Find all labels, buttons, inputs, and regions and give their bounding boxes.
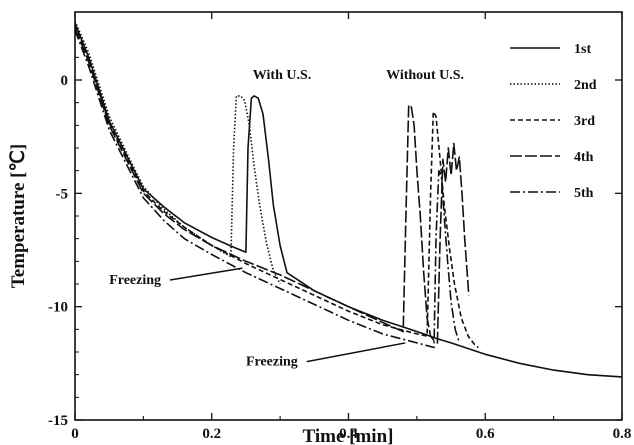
series-layer [74,20,623,378]
legend-label: 5th [574,186,594,201]
annotation-label: With U.S. [253,68,311,83]
annotation-label: Freezing [246,355,298,370]
annotations: With U.S. Without U.S. Freezing Freezing [109,68,464,370]
y-tick-label: 0 [61,73,69,89]
annotation-arrow [306,342,406,363]
series-line-2nd [74,20,281,285]
axis-ticks: 0 0.2 0.4 0.6 0.8 -15 -10 -5 0 [48,12,631,442]
series-line-1st [74,23,623,378]
annotation-label: Without U.S. [386,68,464,83]
plot-frame [74,11,623,421]
x-axis-title: Time [min] [303,426,394,445]
y-tick-label: -15 [48,413,68,429]
y-axis-title: Temperature [℃] [8,144,29,288]
x-tick-label: 0.6 [476,426,495,442]
legend-label: 4th [574,150,594,165]
legend-label: 1st [574,42,591,57]
x-tick-label: 0 [71,426,79,442]
series-line-5th [74,29,461,349]
x-tick-label: 0.8 [613,426,632,442]
legend-label: 3rd [574,114,595,129]
x-tick-label: 0.2 [202,426,221,442]
annotation-label: Freezing [109,273,161,288]
y-tick-label: -10 [48,300,68,316]
y-tick-label: -5 [56,186,69,202]
series-line-4th [74,27,470,344]
legend: 1st 2nd 3rd 4th 5th [510,42,597,201]
x-tick-label: 0.4 [339,426,358,442]
annotation-arrow [169,267,243,281]
legend-label: 2nd [574,78,597,93]
